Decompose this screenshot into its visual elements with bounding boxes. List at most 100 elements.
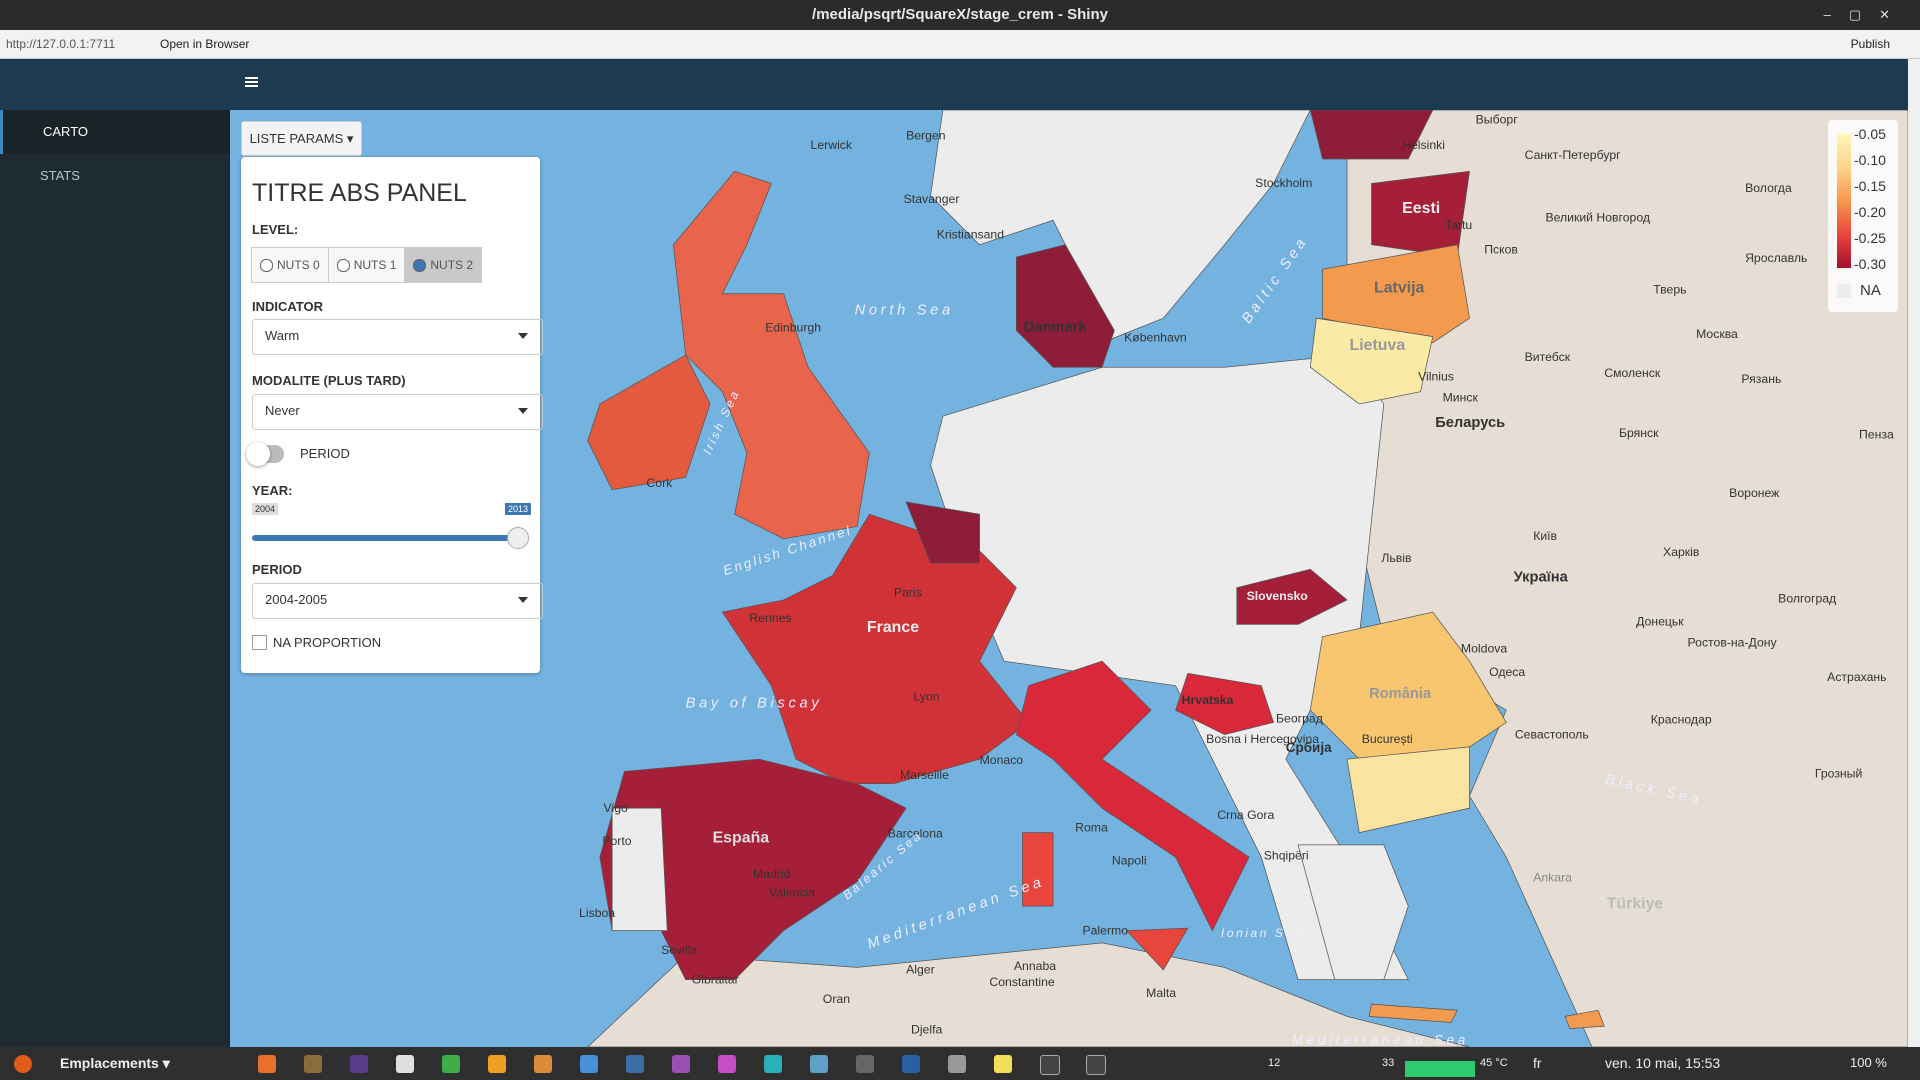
nav-item[interactable]: STATS bbox=[0, 154, 230, 198]
region bbox=[1022, 832, 1054, 907]
region bbox=[1564, 1009, 1605, 1030]
map-label: Україна bbox=[1514, 570, 1569, 586]
region bbox=[599, 758, 907, 981]
map-label: Gibraltar bbox=[692, 972, 739, 986]
map-label: Bosna i Hercegovina bbox=[1206, 732, 1319, 746]
mem-bar bbox=[1405, 1061, 1475, 1077]
sea-label: Mediterranean Sea bbox=[1292, 1033, 1469, 1047]
map-label: Shqipëri bbox=[1264, 849, 1309, 863]
map-label: Annaba bbox=[1014, 959, 1056, 973]
slider[interactable]: 2004 2013 bbox=[252, 503, 532, 553]
map-label: Sevilla bbox=[661, 943, 697, 957]
app-icon[interactable] bbox=[534, 1055, 552, 1073]
map-label: Lyon bbox=[913, 689, 939, 703]
radio-button[interactable]: NUTS 2 bbox=[404, 247, 483, 283]
sea-label: North Sea bbox=[855, 303, 954, 319]
map-label: Lerwick bbox=[811, 138, 853, 152]
checkbox[interactable] bbox=[252, 635, 267, 650]
app-icon[interactable] bbox=[304, 1055, 322, 1073]
select[interactable]: 2004-2005 bbox=[252, 583, 543, 619]
field-label: LEVEL: bbox=[252, 222, 299, 237]
radio-group: NUTS 0 NUTS 1 NUTS 2 bbox=[251, 247, 483, 283]
map-label: Oran bbox=[823, 992, 850, 1006]
toggle[interactable] bbox=[246, 442, 284, 466]
app-icon[interactable] bbox=[1040, 1055, 1060, 1075]
app-icon[interactable] bbox=[350, 1055, 368, 1073]
app-icon[interactable] bbox=[488, 1055, 506, 1073]
region bbox=[1309, 611, 1507, 760]
map-label: Харків bbox=[1663, 545, 1699, 559]
app-icon[interactable] bbox=[902, 1055, 920, 1073]
slider-min: 2004 bbox=[252, 503, 279, 515]
map-label: Витебск bbox=[1525, 350, 1571, 364]
map-label: Barcelona bbox=[888, 827, 943, 841]
menu-label: Emplacements bbox=[60, 1055, 159, 1071]
slider-fill bbox=[252, 535, 518, 541]
app-icon[interactable] bbox=[1086, 1055, 1106, 1075]
map-label: Vigo bbox=[604, 801, 628, 815]
map-label: Србија bbox=[1286, 740, 1332, 755]
slider-handle[interactable] bbox=[507, 527, 529, 549]
select[interactable]: Warm bbox=[252, 319, 543, 355]
launcher[interactable] bbox=[14, 1055, 32, 1073]
app-icon[interactable] bbox=[856, 1055, 874, 1073]
app-icon[interactable] bbox=[396, 1055, 414, 1073]
map-label: Рязань bbox=[1741, 372, 1781, 386]
map-label: Lietuva bbox=[1349, 337, 1405, 354]
select[interactable]: Never bbox=[252, 394, 543, 430]
map-label: Palermo bbox=[1082, 923, 1128, 937]
map-label: Смоленск bbox=[1604, 366, 1661, 380]
na-swatch bbox=[1837, 284, 1851, 298]
app-icon[interactable] bbox=[626, 1055, 644, 1073]
map-label: Constantine bbox=[989, 975, 1054, 989]
app-icon[interactable] bbox=[580, 1055, 598, 1073]
map-label: Malta bbox=[1146, 986, 1176, 1000]
map-label: España bbox=[713, 829, 770, 846]
radio-dot bbox=[260, 258, 273, 272]
checkbox-label: NA PROPORTION bbox=[273, 635, 382, 650]
publish[interactable]: Publish bbox=[1850, 37, 1890, 51]
app-icon[interactable] bbox=[764, 1055, 782, 1073]
app-icon[interactable] bbox=[442, 1055, 460, 1073]
region bbox=[1236, 568, 1348, 625]
places-menu[interactable]: Emplacements ▾ bbox=[60, 1055, 170, 1071]
radio-button[interactable]: NUTS 1 bbox=[327, 247, 406, 283]
nav-item[interactable]: CARTO bbox=[0, 110, 230, 154]
app-icon[interactable] bbox=[672, 1055, 690, 1073]
open-browser[interactable]: Open in Browser bbox=[160, 37, 250, 51]
app-icon[interactable] bbox=[994, 1055, 1012, 1073]
map-label: Санкт-Петербург bbox=[1525, 148, 1621, 162]
window-controls[interactable]: –▢✕ bbox=[1823, 7, 1908, 22]
scrollbar[interactable] bbox=[1908, 59, 1920, 1047]
map-label: România bbox=[1369, 686, 1432, 702]
legend-label: -0.30 bbox=[1854, 256, 1886, 272]
map-label: Alger bbox=[906, 963, 935, 977]
app-icon[interactable] bbox=[718, 1055, 736, 1073]
cpu: 12 bbox=[1268, 1057, 1281, 1069]
url[interactable]: http://127.0.0.1:7711 bbox=[6, 37, 116, 51]
keyboard-layout[interactable]: fr bbox=[1533, 1055, 1542, 1071]
map-label: Севастополь bbox=[1515, 727, 1589, 741]
map-label: Львів bbox=[1381, 551, 1411, 565]
dropdown-button[interactable]: LISTE PARAMS ▾ bbox=[241, 121, 362, 156]
legend-label: -0.05 bbox=[1854, 126, 1886, 142]
field-label: YEAR: bbox=[252, 483, 293, 498]
map-label: Eesti bbox=[1402, 200, 1440, 217]
map-label: Crna Gora bbox=[1217, 808, 1274, 822]
map-label: Тверь bbox=[1653, 283, 1686, 297]
map-label: Донецьк bbox=[1636, 615, 1684, 629]
app-icon[interactable] bbox=[258, 1055, 276, 1073]
map-label: Ankara bbox=[1533, 871, 1572, 885]
address-bar: http://127.0.0.1:7711 Open in Browser Pu… bbox=[0, 30, 1920, 59]
regions bbox=[587, 110, 1908, 1047]
app-icon[interactable] bbox=[948, 1055, 966, 1073]
menu-toggle[interactable] bbox=[245, 77, 258, 79]
nav-label: CARTO bbox=[43, 124, 89, 139]
radio-button[interactable]: NUTS 0 bbox=[251, 247, 329, 283]
map-label: Moldova bbox=[1461, 642, 1507, 656]
app-icon[interactable] bbox=[810, 1055, 828, 1073]
clock[interactable]: ven. 10 mai, 15:53 bbox=[1605, 1055, 1721, 1071]
map-label: Rennes bbox=[749, 611, 791, 625]
map-label: Одеса bbox=[1489, 665, 1525, 679]
